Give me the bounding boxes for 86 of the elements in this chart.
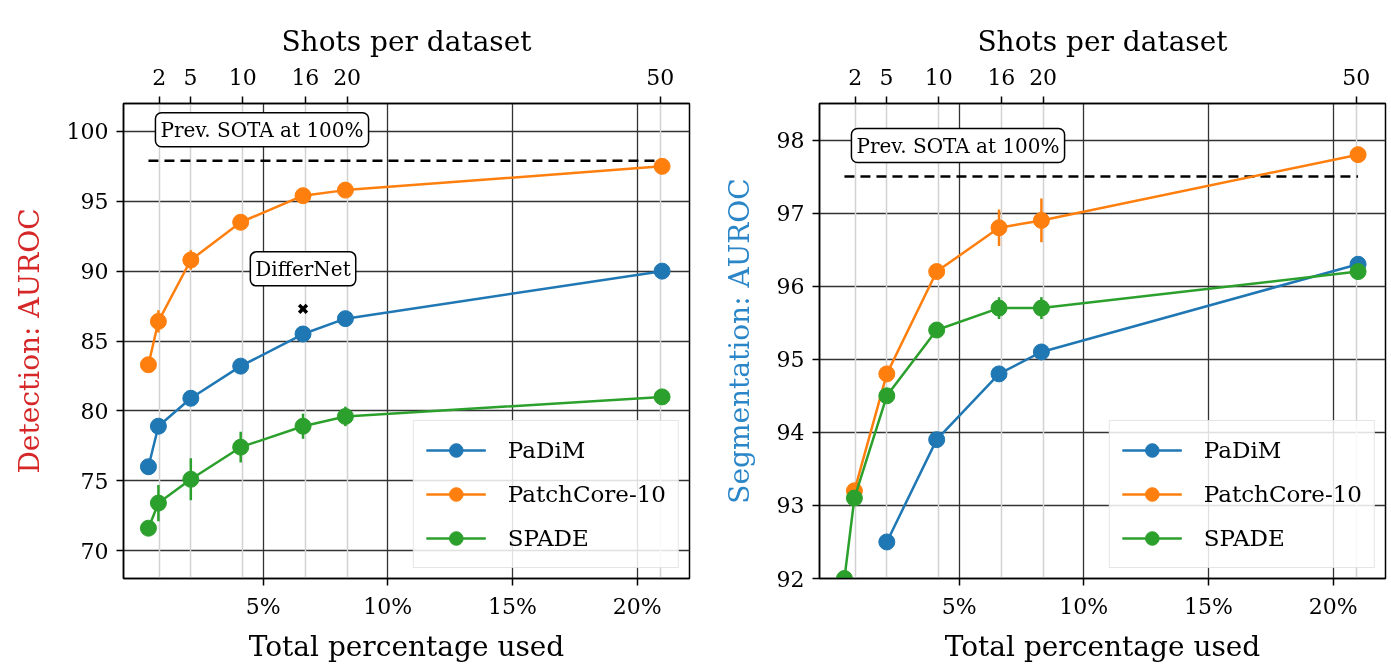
point xyxy=(653,388,671,406)
point xyxy=(149,312,167,330)
y-tick-label: 85 xyxy=(80,329,109,354)
point xyxy=(1349,146,1367,164)
y-tick-label: 80 xyxy=(80,398,109,424)
point xyxy=(297,303,309,315)
y-axis-title: Segmentation: AUROC xyxy=(722,178,756,504)
point xyxy=(878,365,896,383)
y-tick-label: 95 xyxy=(776,347,805,373)
x-tick-label: 20% xyxy=(612,593,662,619)
series-label: DifferNet xyxy=(255,256,351,281)
point xyxy=(232,438,250,456)
point xyxy=(653,157,671,175)
point xyxy=(845,489,863,507)
y-tick-label: 70 xyxy=(80,538,109,564)
point xyxy=(1032,343,1050,361)
x2-axis-title: Shots per dataset xyxy=(281,24,533,58)
point xyxy=(182,389,200,407)
x-tick-label: 5% xyxy=(941,593,977,619)
point xyxy=(182,251,200,269)
point xyxy=(928,263,946,281)
x-tick-label: 5% xyxy=(245,593,281,619)
x-axis-title: Total percentage used xyxy=(248,629,565,663)
y-tick-label: 95 xyxy=(80,189,109,215)
point xyxy=(928,321,946,339)
point xyxy=(878,533,896,551)
x2-tick-label: 16 xyxy=(291,64,320,90)
y-tick-label: 100 xyxy=(66,119,109,145)
point xyxy=(1349,263,1367,281)
x2-tick-label: 5 xyxy=(879,64,894,90)
y-tick-label: 93 xyxy=(776,493,805,519)
x-tick-label: 15% xyxy=(1184,593,1233,619)
point xyxy=(653,262,671,280)
x-tick-label: 10% xyxy=(363,593,413,619)
legend-label: SPADE xyxy=(1203,524,1285,553)
x-tick-label: 15% xyxy=(488,593,537,619)
point xyxy=(294,325,312,343)
legend-label: PaDiM xyxy=(1203,436,1282,465)
point xyxy=(990,299,1008,317)
point xyxy=(1032,211,1050,229)
x2-tick-label: 10 xyxy=(924,64,953,90)
y-tick-label: 98 xyxy=(776,128,805,154)
x2-tick-label: 50 xyxy=(1342,64,1371,90)
point xyxy=(336,181,354,199)
x2-tick-label: 2 xyxy=(848,64,863,90)
point xyxy=(1032,299,1050,317)
y-tick-label: 96 xyxy=(776,274,805,300)
x-axis-title: Total percentage used xyxy=(944,629,1261,663)
ref-line-label: Prev. SOTA at 100% xyxy=(160,117,364,142)
x2-tick-label: 20 xyxy=(333,64,362,90)
point xyxy=(139,356,157,374)
point xyxy=(928,431,946,449)
legend-label: SPADE xyxy=(507,524,589,553)
x2-tick-label: 10 xyxy=(228,64,257,90)
legend-label: PatchCore-10 xyxy=(507,480,666,509)
point xyxy=(878,387,896,405)
point xyxy=(294,187,312,205)
point xyxy=(990,365,1008,383)
x2-tick-label: 5 xyxy=(183,64,198,90)
point xyxy=(336,310,354,328)
point xyxy=(149,417,167,435)
y-axis-title: Detection: AUROC xyxy=(12,208,46,474)
y-tick-label: 90 xyxy=(80,259,109,285)
ref-line-label: Prev. SOTA at 100% xyxy=(856,133,1060,158)
x2-tick-label: 16 xyxy=(987,64,1016,90)
x-tick-label: 20% xyxy=(1308,593,1358,619)
point xyxy=(294,417,312,435)
point xyxy=(232,357,250,375)
x2-axis-title: Shots per dataset xyxy=(977,24,1229,58)
point xyxy=(232,213,250,231)
y-tick-label: 97 xyxy=(776,201,805,227)
x-tick-label: 10% xyxy=(1059,593,1109,619)
y-tick-label: 92 xyxy=(776,566,805,592)
x2-tick-label: 50 xyxy=(646,64,675,90)
point xyxy=(149,494,167,512)
point xyxy=(139,458,157,476)
point xyxy=(990,219,1008,237)
point xyxy=(139,519,157,537)
legend-label: PatchCore-10 xyxy=(1203,480,1362,509)
y-tick-label: 94 xyxy=(776,420,805,446)
x2-tick-label: 20 xyxy=(1029,64,1058,90)
point xyxy=(182,470,200,488)
legend-label: PaDiM xyxy=(507,436,586,465)
x2-tick-label: 2 xyxy=(152,64,167,90)
point xyxy=(336,407,354,425)
y-tick-label: 75 xyxy=(80,468,109,494)
